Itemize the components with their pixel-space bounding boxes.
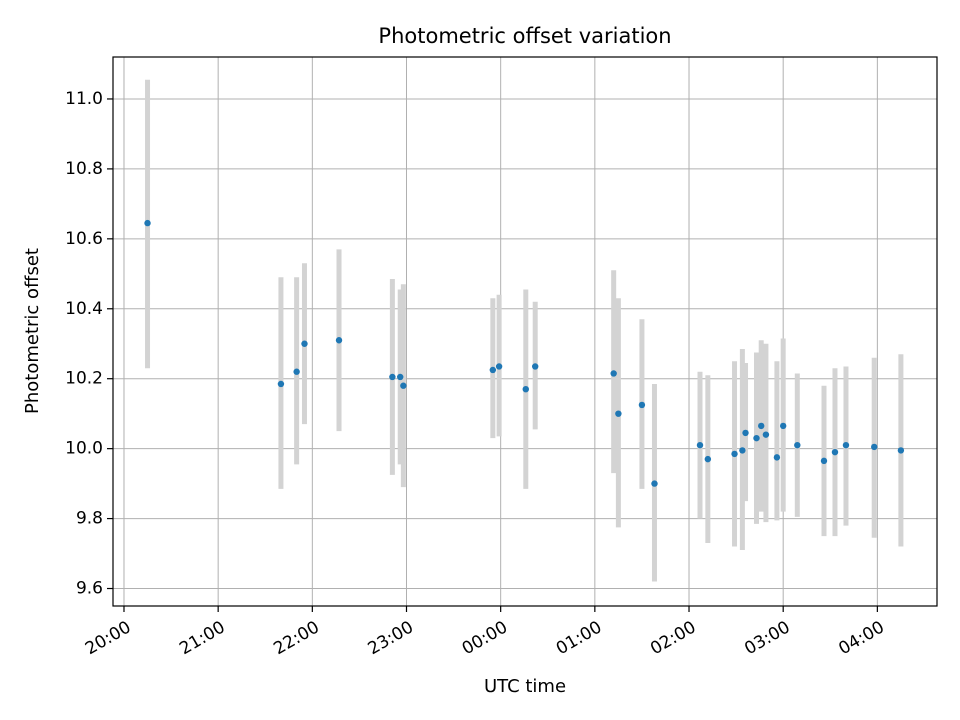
data-point	[638, 401, 646, 409]
data-point	[742, 429, 749, 437]
chart-title: Photometric offset variation	[378, 24, 671, 48]
data-point	[773, 454, 781, 461]
data-point	[753, 434, 760, 442]
data-point	[293, 368, 300, 375]
data-point	[522, 385, 529, 393]
data-point	[335, 337, 343, 344]
y-tick-label: 9.8	[76, 509, 103, 529]
x-axis-title: UTC time	[484, 676, 566, 697]
y-tick-label: 10.4	[65, 299, 103, 319]
data-point	[704, 455, 712, 463]
data-point	[489, 366, 497, 374]
y-tick-label: 9.6	[76, 579, 103, 599]
y-axis-title: Photometric offset	[22, 248, 43, 414]
data-point	[731, 450, 738, 458]
data-point	[144, 219, 151, 227]
data-point	[400, 382, 407, 389]
data-point	[794, 441, 801, 449]
data-point	[532, 363, 539, 370]
data-point	[301, 340, 308, 347]
data-point	[762, 431, 770, 438]
data-point	[389, 373, 396, 381]
data-point	[696, 441, 704, 449]
data-point	[397, 373, 404, 381]
data-point	[820, 457, 828, 465]
data-point	[651, 480, 658, 487]
data-point	[739, 447, 746, 454]
data-point	[842, 441, 850, 449]
y-tick-label: 10.6	[65, 229, 103, 249]
data-point	[871, 443, 878, 451]
data-point	[277, 380, 285, 388]
y-ticks: 9.6 9.8 10.0 10.2 10.4 10.6 10.8 11.0	[65, 89, 113, 599]
plot-frame	[112, 56, 938, 607]
data-point	[610, 370, 617, 377]
data-point	[897, 447, 905, 454]
data-point	[758, 422, 765, 430]
data-points	[144, 219, 905, 487]
y-tick-label: 10.2	[65, 369, 103, 389]
data-point	[779, 422, 787, 430]
y-tick-label: 10.0	[65, 439, 103, 459]
data-point	[495, 363, 503, 370]
data-point	[615, 410, 622, 417]
y-tick-label: 10.8	[65, 159, 103, 179]
y-tick-label: 11.0	[65, 89, 103, 109]
data-point	[831, 448, 839, 456]
